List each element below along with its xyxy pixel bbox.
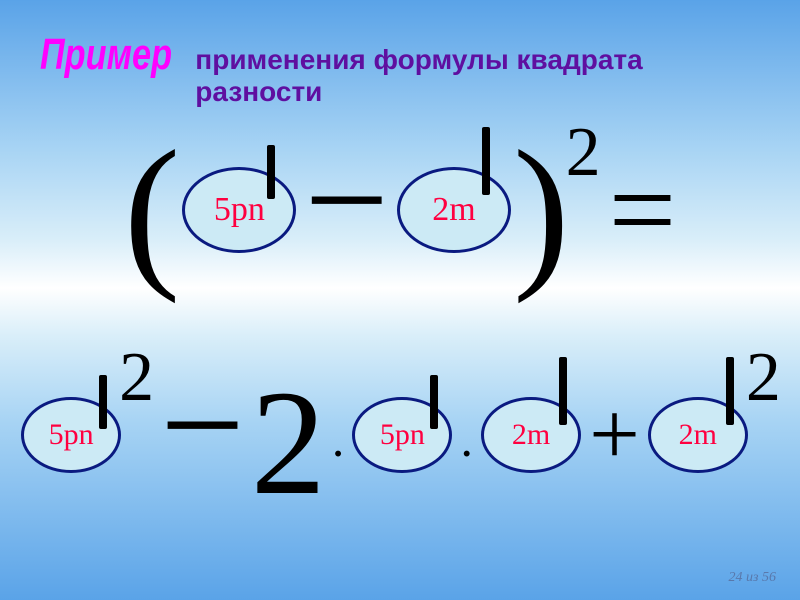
coefficient-2: 2 (251, 368, 326, 518)
stem-b2-icon (559, 357, 567, 425)
token-a-text: 5pn (214, 191, 265, 229)
stem-b-icon (482, 127, 490, 195)
token-b-3: 2m (648, 397, 748, 473)
page-number: 24 из 56 (729, 570, 776, 586)
exponent-2-paren: 2 (566, 118, 601, 188)
equation-line-2: 5pn 2 − 2 · 5pn · 2m + 2m 2 (0, 335, 800, 535)
token-a3-text: 5pn (380, 418, 425, 452)
exponent-2-b: 2 (746, 343, 781, 413)
token-b2-text: 2m (512, 418, 550, 452)
token-a-2: 5pn (21, 397, 121, 473)
stem-b3-icon (726, 357, 734, 425)
token-a-3: 5pn (352, 397, 452, 473)
minus-op-2: − (160, 350, 245, 500)
equation-line-1: ( 5pn − 2m ) 2 = (0, 110, 800, 310)
title-row: Пример применения формулы квадрата разно… (40, 30, 760, 108)
exponent-2-a: 2 (119, 343, 154, 413)
token-a-1: 5pn (182, 167, 296, 253)
cdot-2: · (458, 424, 475, 482)
slide: Пример применения формулы квадрата разно… (0, 0, 800, 600)
plus-op: + (589, 390, 640, 480)
stem-a-icon (267, 145, 275, 199)
title-rest: применения формулы квадрата разности (195, 44, 760, 108)
token-b3-text: 2m (679, 418, 717, 452)
token-b-1: 2m (397, 167, 511, 253)
token-b-text: 2m (432, 191, 475, 229)
stem-a2-icon (99, 375, 107, 429)
right-paren: ) (513, 125, 570, 295)
ellipse-b: 2m (397, 167, 511, 253)
token-b-2: 2m (481, 397, 581, 473)
cdot-1: · (330, 424, 347, 482)
minus-op-1: − (304, 125, 389, 275)
title-word: Пример (40, 30, 172, 80)
token-a2-text: 5pn (49, 418, 94, 452)
stem-a3-icon (430, 375, 438, 429)
ellipse-a: 5pn (182, 167, 296, 253)
equals-op: = (609, 150, 677, 270)
left-paren: ( (124, 125, 181, 295)
